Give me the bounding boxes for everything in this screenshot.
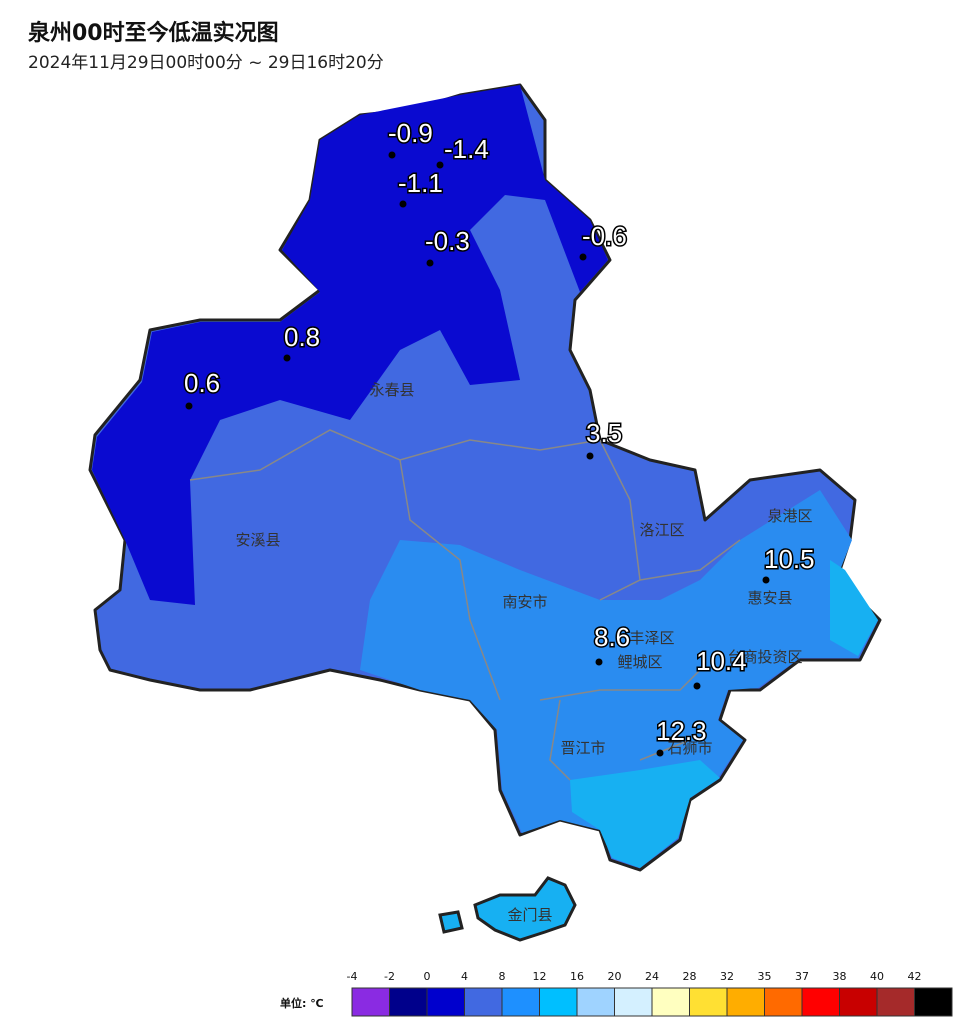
district-label: 泉港区 [767,507,812,525]
legend-label: 8 [499,970,506,983]
station-value: 0.6 [184,368,220,398]
district-label: 鲤城区 [617,653,662,671]
station-dot [693,682,701,690]
legend-label: 32 [720,970,734,983]
district-label: 晋江市 [560,739,605,757]
legend-swatch [576,987,615,1017]
stations: -0.9 -1.4-1.1 -0.3 -0.6 0.8 0.6 3.5 8.6 10.5 10.4… [183,117,816,757]
district-label: 石狮市 [667,739,712,757]
legend-swatch [464,987,503,1017]
district-label: 安溪县 [235,531,280,549]
district-label: 惠安县 [747,589,792,607]
legend-label: 28 [683,970,697,983]
legend-swatch [801,987,840,1017]
legend-swatch [839,987,878,1017]
station-value: -1.4 [444,134,489,164]
station-value: -0.9 [388,118,433,148]
station-value: -0.3 [425,226,470,256]
legend-swatch [351,987,390,1017]
district-borders [189,429,741,781]
warm-zone [570,560,878,868]
station-value: 10.5 [764,544,815,574]
legend: 单位: ℃ -4 -2 0 4 8 12 16 20 24 28 32 35 37 38 40 42 [280,970,953,1017]
legend-swatch [539,987,578,1017]
legend-label: 35 [758,970,772,983]
cold-zone [92,85,608,605]
station-value: 3.5 [586,418,622,448]
legend-label: -2 [384,970,395,983]
legend-swatch [614,987,653,1017]
station-value: 0.8 [284,322,320,352]
legend-label: 42 [908,970,922,983]
legend-swatch [914,987,953,1017]
station-dot [185,402,193,410]
station-dot [436,161,444,169]
station-dot [399,200,407,208]
legend-label: 4 [461,970,468,983]
station-value: -1.1 [398,168,443,198]
station-value: 10.4 [696,646,747,676]
station-value: -0.6 [582,221,627,251]
district-label: 南安市 [502,593,547,611]
subtitle: 2024年11月29日00时00分 ~ 29日16时20分 [28,53,384,73]
district-labels: 永春县 安溪县 南安市 洛江区 泉港区 惠安县 丰泽区 鲤城区 台商投资区 晋江… [235,381,812,924]
station-dot [388,151,396,159]
legend-swatch [501,987,540,1017]
station-value: 12.3 [656,716,707,746]
station-dot [426,259,434,267]
legend-label: 40 [870,970,884,983]
legend-unit: 单位: ℃ [280,996,324,1010]
station-value: 8.6 [594,622,630,652]
station-dot [579,253,587,261]
station-dot [586,452,594,460]
legend-swatch [389,987,428,1017]
district-label: 金门县 [507,906,552,924]
station-dot [283,354,291,362]
title: 泉州00时至今低温实况图 [28,20,279,46]
legend-label: 16 [570,970,584,983]
district-label: 洛江区 [639,521,684,539]
map-area [88,83,882,942]
legend-label: 24 [645,970,659,983]
legend-swatch [726,987,765,1017]
legend-swatch [426,987,465,1017]
legend-label: -4 [347,970,358,983]
station-dot [762,576,770,584]
legend-label: 12 [533,970,547,983]
legend-swatch [651,987,690,1017]
district-label: 丰泽区 [629,629,674,647]
district-label: 台商投资区 [727,648,802,666]
station-dot [656,749,664,757]
legend-label: 0 [424,970,431,983]
district-label: 永春县 [369,381,414,399]
legend-label: 37 [795,970,809,983]
legend-swatch [764,987,803,1017]
mild-zone [360,490,878,868]
legend-swatch [876,987,915,1017]
legend-label: 38 [833,970,847,983]
station-dot [595,658,603,666]
legend-label: 20 [608,970,622,983]
legend-swatch [689,987,728,1017]
island [438,876,577,942]
